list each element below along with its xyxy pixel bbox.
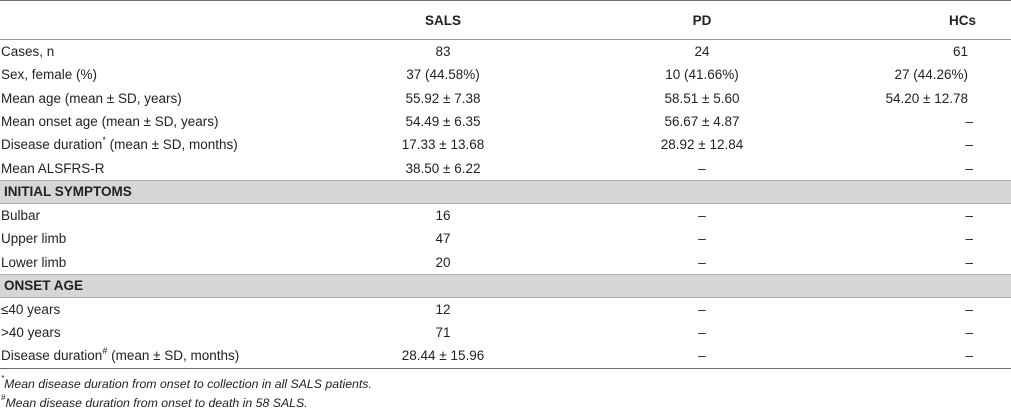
section-title: ONSET AGE	[4, 278, 84, 294]
hcs-value: 54.20 ± 12.78	[885, 90, 968, 106]
table-row: Sex, female (%) 37 (44.58%) 10 (41.66%) …	[0, 63, 1011, 86]
sals-value: 54.49 ± 6.35	[405, 114, 481, 130]
footnote-mark: #	[1, 393, 6, 403]
table-row: Disease duration* (mean ± SD, months) 17…	[0, 133, 1011, 156]
section-header-onset-age: ONSET AGE	[0, 273, 1011, 298]
sals-value: 12	[435, 301, 451, 317]
row-label: ≤40 years	[1, 301, 61, 317]
sals-value: 83	[435, 44, 451, 60]
sals-value: 17.33 ± 13.68	[401, 137, 485, 153]
footnote-mark: *	[1, 374, 5, 384]
table-row: Mean ALSFRS-R 38.50 ± 6.22 – –	[0, 156, 1011, 179]
pd-value: –	[698, 231, 706, 247]
footnote-text: Mean disease duration from onset to coll…	[4, 376, 372, 391]
footnotes: *Mean disease duration from onset to col…	[0, 369, 1011, 413]
table-bottom-rule	[0, 367, 1011, 369]
header-sals: SALS	[424, 12, 461, 28]
row-label: Mean ALSFRS-R	[1, 160, 105, 176]
pd-value: 56.67 ± 4.87	[664, 114, 740, 130]
pd-value: 58.51 ± 5.60	[664, 90, 740, 106]
pd-value: –	[698, 254, 706, 270]
pd-value: –	[698, 348, 706, 364]
row-label: Bulbar	[1, 207, 41, 223]
sals-value: 20	[435, 254, 451, 270]
hcs-value: 27 (44.26%)	[894, 67, 968, 83]
header-pd: PD	[692, 12, 712, 28]
sals-value: 71	[435, 325, 451, 341]
row-label-pre: Disease duration	[1, 137, 103, 153]
footnote: #Mean disease duration from onset to dea…	[1, 394, 1011, 413]
table-row: Cases, n 83 24 61	[0, 40, 1011, 63]
table-row: Mean onset age (mean ± SD, years) 54.49 …	[0, 110, 1011, 133]
hcs-value: –	[965, 254, 973, 270]
hcs-value: –	[965, 160, 973, 176]
row-label: Disease duration* (mean ± SD, months)	[0, 134, 317, 153]
pd-value: 24	[694, 44, 710, 60]
row-label: Cases, n	[1, 44, 55, 60]
sals-value: 38.50 ± 6.22	[405, 160, 481, 176]
row-label: Disease duration# (mean ± SD, months)	[0, 345, 317, 364]
row-label: Sex, female (%)	[1, 67, 98, 83]
hcs-value: –	[965, 114, 973, 130]
table-header-row: SALS PD HCs	[0, 1, 1011, 40]
row-label: Mean onset age (mean ± SD, years)	[1, 114, 219, 130]
row-label-pre: Disease duration	[1, 348, 103, 364]
table-row: >40 years 71 – –	[0, 321, 1011, 344]
section-header-initial-symptoms: INITIAL SYMPTOMS	[0, 179, 1011, 204]
hcs-value: 61	[952, 44, 968, 60]
table-top-rule	[0, 0, 1011, 1]
row-label: Upper limb	[1, 231, 67, 247]
row-label: >40 years	[1, 325, 61, 341]
header-hcs: HCs	[948, 12, 976, 28]
sals-value: 28.44 ± 15.96	[401, 348, 485, 364]
hcs-value: –	[965, 231, 973, 247]
pd-value: 10 (41.66%)	[665, 67, 739, 83]
hcs-value: –	[965, 301, 973, 317]
table-row: Bulbar 16 – –	[0, 204, 1011, 227]
footnote-marker: #	[102, 345, 108, 356]
pd-value: –	[698, 301, 706, 317]
pd-value: –	[698, 325, 706, 341]
section-title: INITIAL SYMPTOMS	[4, 184, 132, 200]
table-row: Lower limb 20 – –	[0, 250, 1011, 273]
footnote-marker: *	[102, 134, 106, 145]
row-label: Mean age (mean ± SD, years)	[1, 90, 182, 106]
row-label: Lower limb	[1, 254, 67, 270]
pd-value: –	[698, 207, 706, 223]
table-row: Mean age (mean ± SD, years) 55.92 ± 7.38…	[0, 87, 1011, 110]
sals-value: 55.92 ± 7.38	[405, 90, 481, 106]
table-row: ≤40 years 12 – –	[0, 298, 1011, 321]
table-row: Disease duration# (mean ± SD, months) 28…	[0, 344, 1011, 367]
table-row: Upper limb 47 – –	[0, 227, 1011, 250]
sals-value: 16	[435, 207, 451, 223]
hcs-value: –	[965, 325, 973, 341]
hcs-value: –	[965, 348, 973, 364]
sals-value: 47	[435, 231, 451, 247]
row-label-post: (mean ± SD, months)	[107, 348, 240, 364]
hcs-value: –	[965, 207, 973, 223]
hcs-value: –	[965, 137, 973, 153]
row-label-post: (mean ± SD, months)	[105, 137, 238, 153]
pd-value: –	[698, 160, 706, 176]
pd-value: 28.92 ± 12.84	[660, 137, 744, 153]
footnote: *Mean disease duration from onset to col…	[1, 375, 1011, 394]
sals-value: 37 (44.58%)	[406, 67, 480, 83]
footnote-text: Mean disease duration from onset to deat…	[5, 395, 308, 410]
